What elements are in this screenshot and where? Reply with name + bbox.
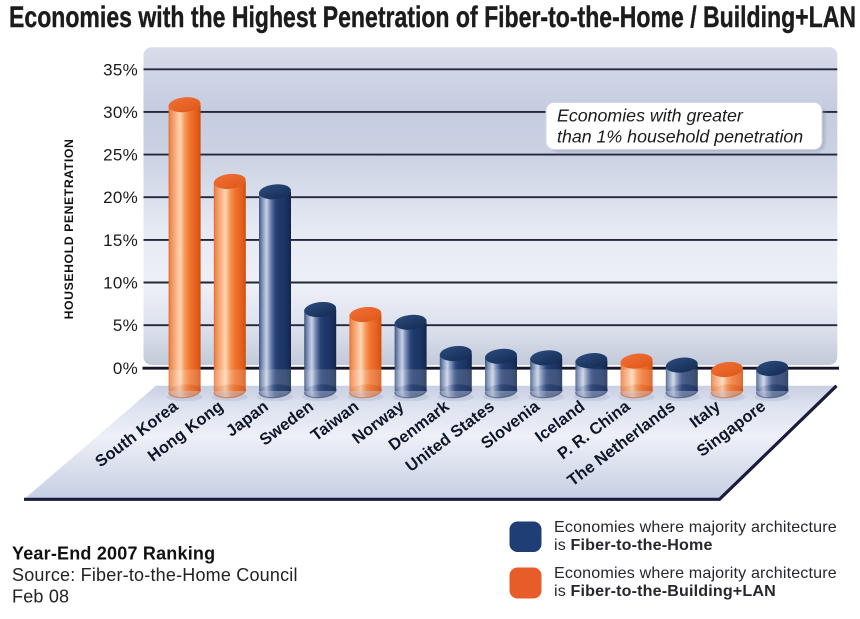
- svg-text:15%: 15%: [103, 231, 138, 250]
- svg-text:5%: 5%: [113, 316, 138, 335]
- svg-text:30%: 30%: [103, 103, 138, 122]
- svg-text:Source: Fiber-to-the-Home Coun: Source: Fiber-to-the-Home Council: [12, 565, 298, 585]
- svg-text:35%: 35%: [103, 60, 138, 79]
- svg-text:Year-End 2007 Ranking: Year-End 2007 Ranking: [12, 544, 215, 564]
- svg-text:Economies where majority archi: Economies where majority architecture: [554, 518, 837, 536]
- svg-text:Economies where majority archi: Economies where majority architecture: [554, 564, 837, 582]
- svg-text:HOUSEHOLD PENETRATION: HOUSEHOLD PENETRATION: [62, 139, 76, 320]
- svg-text:0%: 0%: [113, 359, 138, 378]
- svg-text:than 1% household penetration: than 1% household penetration: [557, 127, 803, 147]
- svg-text:Economies with greater: Economies with greater: [557, 106, 744, 126]
- svg-text:20%: 20%: [103, 188, 138, 207]
- svg-text:10%: 10%: [103, 274, 138, 293]
- svg-text:25%: 25%: [103, 146, 138, 165]
- svg-text:is Fiber-to-the-Home: is Fiber-to-the-Home: [554, 536, 713, 554]
- svg-text:is Fiber-to-the-Building+LAN: is Fiber-to-the-Building+LAN: [554, 582, 776, 600]
- svg-text:Feb 08: Feb 08: [12, 587, 69, 607]
- svg-text:Economies with the Highest Pen: Economies with the Highest Penetration o…: [9, 1, 856, 34]
